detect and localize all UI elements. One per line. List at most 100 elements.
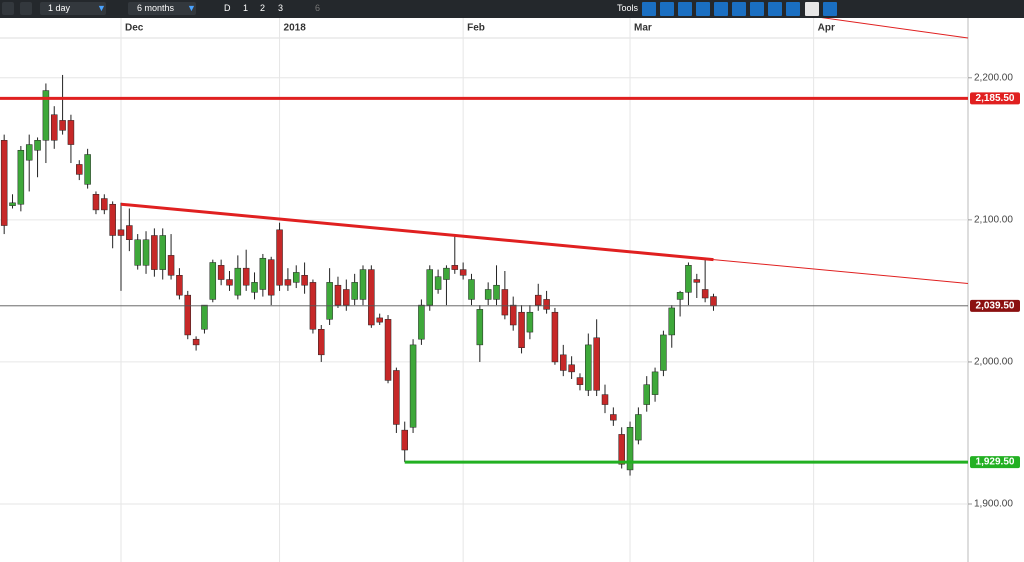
candle-body bbox=[142, 239, 150, 266]
trend-line bbox=[821, 18, 969, 39]
y-tick-label: 2,000.00 bbox=[974, 357, 1013, 368]
x-tick-label: Dec bbox=[125, 23, 144, 34]
candle-body bbox=[334, 284, 342, 306]
interval-select[interactable] bbox=[40, 2, 106, 15]
candle-body bbox=[443, 267, 450, 280]
toolbar: 1 day ▼ 6 months ▼ D 1 2 3 6 Tools bbox=[0, 0, 1024, 18]
candle-body bbox=[593, 337, 600, 391]
tool-button[interactable] bbox=[696, 2, 710, 16]
candle-body bbox=[484, 289, 492, 300]
candle-body bbox=[76, 164, 83, 175]
candle-body bbox=[167, 255, 175, 276]
candle-body bbox=[184, 294, 192, 336]
candle-body bbox=[292, 272, 300, 283]
candle-body bbox=[176, 275, 183, 296]
candle-body bbox=[401, 429, 408, 451]
range-select[interactable] bbox=[128, 2, 196, 15]
period-button[interactable]: 3 bbox=[278, 3, 284, 13]
candle-body bbox=[710, 296, 717, 307]
period-button[interactable]: 1 bbox=[243, 3, 249, 13]
candle-body bbox=[117, 229, 125, 236]
interval[interactable]: 1 day bbox=[48, 3, 71, 13]
candle-body bbox=[159, 235, 166, 270]
tool-button[interactable] bbox=[660, 2, 674, 16]
period-button[interactable]: D bbox=[224, 3, 231, 13]
candle-body bbox=[284, 279, 292, 286]
candle-body bbox=[518, 311, 525, 348]
candle-body bbox=[343, 289, 350, 306]
background bbox=[0, 18, 1024, 562]
candle-body bbox=[418, 304, 425, 340]
candle-body bbox=[326, 282, 333, 320]
tool-button[interactable] bbox=[786, 2, 800, 16]
tool-button[interactable] bbox=[642, 2, 656, 16]
y-tick-label: 2,100.00 bbox=[974, 214, 1013, 225]
candle-body bbox=[50, 114, 58, 141]
candle-body bbox=[509, 304, 517, 326]
candle-body bbox=[543, 299, 550, 310]
candle-body bbox=[601, 394, 609, 405]
candle-body bbox=[226, 279, 233, 286]
dropdown-arrow: ▼ bbox=[97, 3, 106, 13]
settings-button[interactable] bbox=[20, 2, 32, 15]
candle-body bbox=[92, 194, 100, 211]
tool-button[interactable] bbox=[823, 2, 837, 16]
candle-body bbox=[368, 269, 375, 326]
tool-button[interactable] bbox=[732, 2, 746, 16]
candle-body bbox=[384, 319, 392, 381]
candle-body bbox=[17, 149, 25, 205]
trend-line bbox=[120, 202, 714, 262]
candle-body bbox=[676, 292, 684, 300]
candle-body bbox=[242, 267, 250, 286]
candle-body bbox=[459, 269, 467, 276]
tool-button[interactable] bbox=[750, 2, 764, 16]
tool-button[interactable] bbox=[714, 2, 728, 16]
y-tick-label: 1,900.00 bbox=[974, 499, 1013, 510]
level-label-box bbox=[970, 456, 1020, 469]
candle-body bbox=[660, 334, 667, 371]
x-tick-label: 2018 bbox=[284, 23, 307, 34]
period-button[interactable]: 2 bbox=[260, 3, 266, 13]
candle-body bbox=[0, 140, 8, 226]
tools-label: Tools bbox=[617, 3, 639, 13]
candle-body bbox=[493, 284, 500, 300]
candle-body bbox=[351, 282, 358, 300]
level-label-box bbox=[970, 92, 1020, 105]
candle-body bbox=[626, 427, 634, 471]
candle-body bbox=[209, 262, 217, 300]
candle-body bbox=[534, 294, 542, 306]
tool-button[interactable] bbox=[678, 2, 692, 16]
candle-body bbox=[34, 140, 41, 151]
print-button[interactable] bbox=[805, 2, 819, 16]
candle-body bbox=[610, 414, 617, 421]
candle-body bbox=[526, 311, 534, 333]
chart: 1,900.00 2,000.00 2,100.00 2,200.00 Dec 2018 F… bbox=[0, 18, 1024, 562]
candle-body bbox=[67, 120, 75, 145]
range[interactable]: 6 months bbox=[137, 3, 175, 13]
candle-body bbox=[25, 144, 33, 161]
menu-button[interactable] bbox=[2, 2, 14, 15]
x-tick-label: Apr bbox=[818, 23, 835, 34]
candle-body bbox=[409, 344, 417, 428]
candle-body bbox=[201, 304, 208, 330]
candle-body bbox=[693, 279, 701, 283]
candle-body bbox=[42, 90, 50, 141]
candle-body bbox=[393, 370, 400, 425]
x-tick-label: Feb bbox=[467, 23, 485, 34]
candle-body bbox=[359, 269, 367, 300]
candle-body bbox=[685, 265, 692, 293]
candle-body bbox=[651, 371, 659, 395]
candle-body bbox=[560, 354, 567, 371]
candle-body bbox=[84, 154, 91, 185]
candle-body bbox=[59, 120, 66, 131]
tool-button[interactable] bbox=[768, 2, 782, 16]
candle-body bbox=[276, 229, 283, 286]
period-button[interactable]: 6 bbox=[315, 3, 321, 13]
candle-body bbox=[426, 269, 434, 306]
candle-body bbox=[109, 203, 116, 236]
x-tick-label: Mar bbox=[634, 23, 652, 34]
candle-body bbox=[192, 338, 200, 346]
candle-body bbox=[259, 257, 267, 290]
candle-body bbox=[267, 259, 275, 296]
candle-body bbox=[151, 235, 158, 270]
